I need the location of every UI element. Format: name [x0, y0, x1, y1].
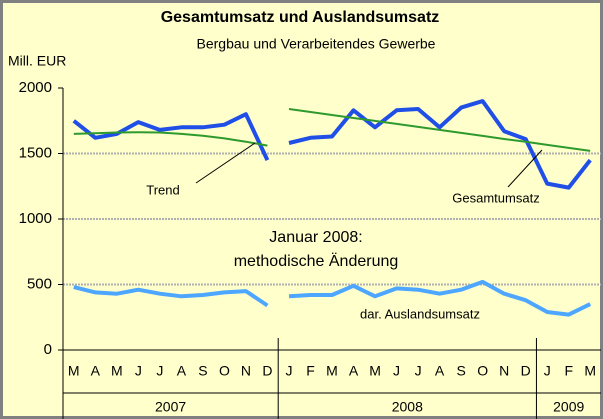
- x-tick-label: J: [156, 363, 163, 379]
- x-tick-label: M: [68, 363, 80, 379]
- x-tick-label: F: [306, 363, 315, 379]
- year-label: 2009: [553, 399, 584, 415]
- annotation: Trend: [146, 182, 179, 197]
- x-tick-label: S: [456, 363, 465, 379]
- x-tick-label: M: [369, 363, 381, 379]
- y-tick-label: 1500: [19, 144, 52, 161]
- x-tick-label: D: [262, 363, 272, 379]
- annotation: dar. Auslandsumsatz: [360, 306, 480, 321]
- y-axis-label: Mill. EUR: [8, 53, 66, 69]
- series-line: [73, 131, 268, 147]
- x-tick-label: M: [584, 363, 596, 379]
- x-tick-label: A: [177, 363, 187, 379]
- y-tick-label: 0: [44, 341, 52, 358]
- year-label: 2008: [392, 399, 423, 415]
- x-tick-label: N: [241, 363, 251, 379]
- y-tick-label: 2000: [19, 79, 52, 96]
- y-tick-label: 1000: [19, 210, 52, 227]
- x-tick-label: A: [349, 363, 359, 379]
- x-tick-label: J: [544, 363, 551, 379]
- annotation: Januar 2008:: [269, 229, 362, 246]
- year-label: 2007: [155, 399, 186, 415]
- x-tick-label: J: [393, 363, 400, 379]
- series-line: [72, 112, 270, 161]
- x-tick-label: O: [219, 363, 230, 379]
- annotation: methodische Änderung: [234, 252, 399, 270]
- x-tick-label: A: [435, 363, 445, 379]
- y-tick-label: 500: [27, 275, 52, 292]
- leader-line: [507, 149, 543, 188]
- x-tick-label: J: [135, 363, 142, 379]
- series-line: [288, 279, 592, 317]
- x-tick-label: J: [285, 363, 292, 379]
- series-line: [288, 99, 592, 190]
- x-tick-label: M: [111, 363, 123, 379]
- annotation: Gesamtumsatz: [452, 190, 539, 205]
- x-tick-label: D: [521, 363, 531, 379]
- x-tick-label: J: [415, 363, 422, 379]
- series-line: [73, 285, 269, 308]
- x-tick-label: A: [91, 363, 101, 379]
- x-tick-label: F: [564, 363, 573, 379]
- x-tick-label: S: [198, 363, 207, 379]
- leader-line: [195, 142, 256, 184]
- x-tick-label: O: [477, 363, 488, 379]
- series-line: [288, 108, 591, 152]
- chart-subtitle: Bergbau und Verarbeitendes Gewerbe: [197, 36, 436, 52]
- x-tick-label: M: [326, 363, 338, 379]
- chart-title: Gesamtumsatz und Auslandsumsatz: [161, 9, 440, 26]
- x-tick-label: N: [499, 363, 509, 379]
